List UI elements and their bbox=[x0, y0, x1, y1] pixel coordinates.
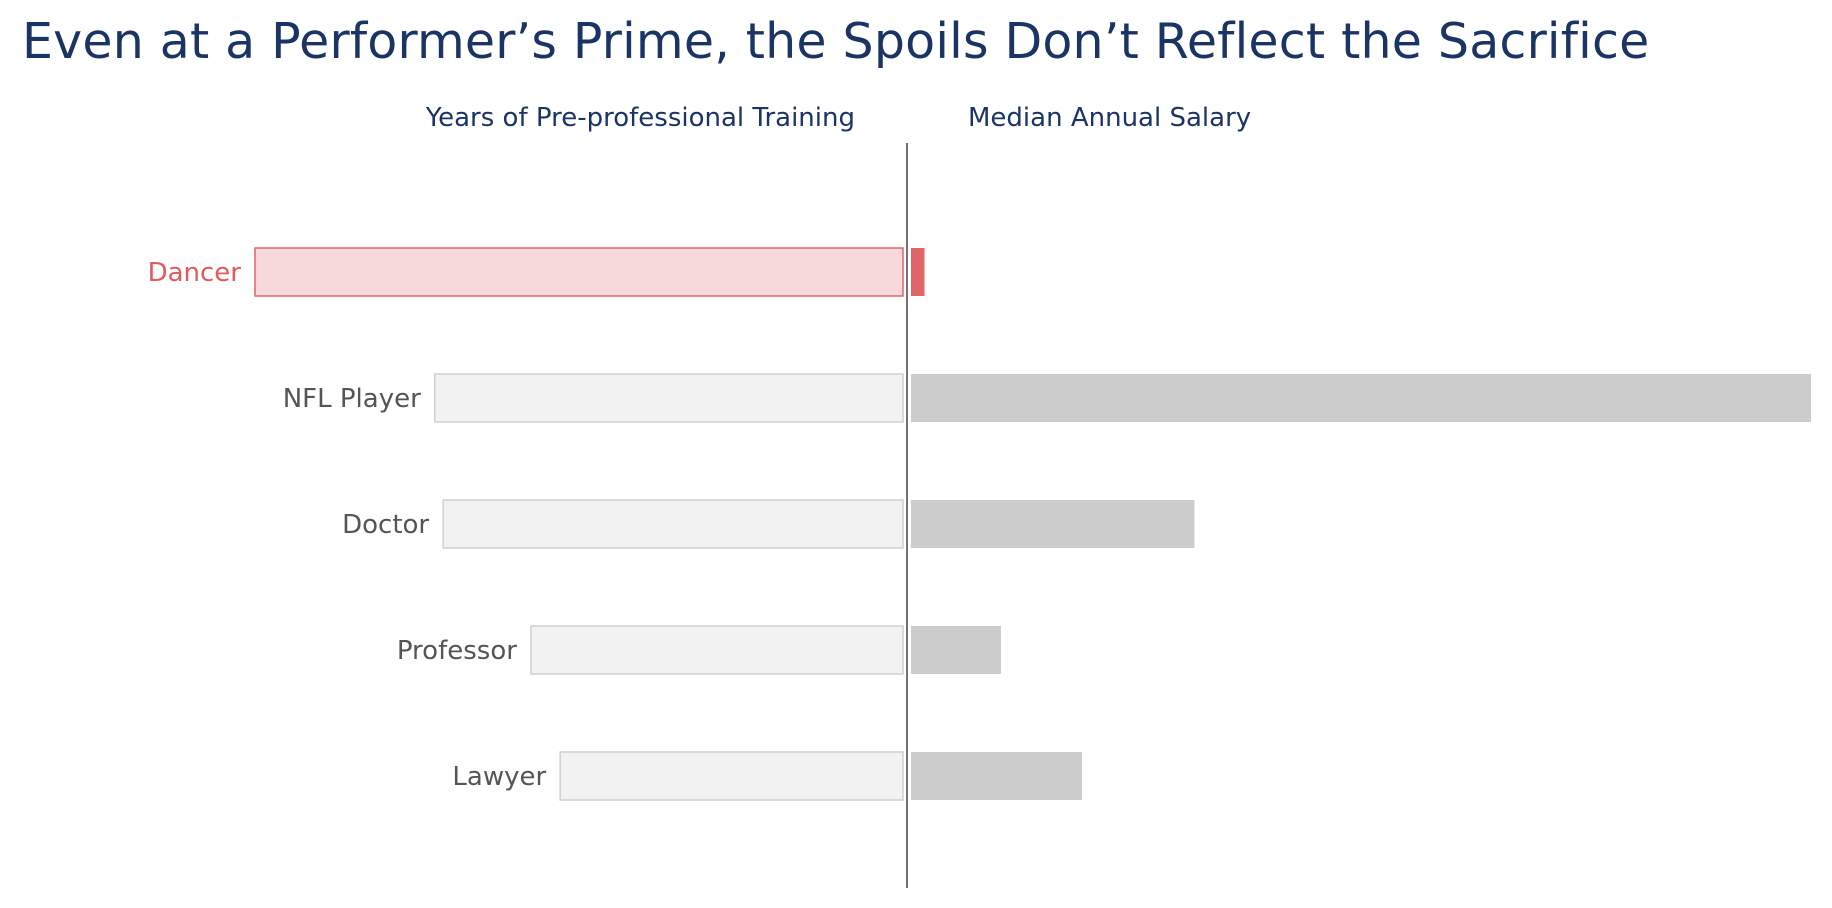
training-bar-professor bbox=[530, 625, 904, 675]
training-bar-dancer bbox=[254, 247, 904, 297]
salary-bar-doctor bbox=[911, 500, 1195, 548]
salary-bar-lawyer bbox=[911, 752, 1082, 800]
salary-bar-professor bbox=[911, 626, 1001, 674]
category-label-lawyer: Lawyer bbox=[452, 762, 546, 792]
page-title: Even at a Performer’s Prime, the Spoils … bbox=[22, 13, 1650, 70]
bars-group: Dancer NFL Player Doctor Professor Lawyer bbox=[148, 247, 1811, 801]
salary-bar-dancer bbox=[911, 248, 925, 296]
salary-bar-nfl-player bbox=[911, 374, 1811, 422]
right-axis-header: Median Annual Salary bbox=[968, 103, 1251, 133]
training-bar-nfl-player bbox=[434, 373, 904, 423]
category-label-professor: Professor bbox=[397, 636, 517, 666]
category-label-doctor: Doctor bbox=[342, 510, 429, 540]
training-bar-lawyer bbox=[559, 751, 904, 801]
training-bar-doctor bbox=[442, 499, 904, 549]
category-label-nfl-player: NFL Player bbox=[283, 384, 421, 414]
category-label-dancer: Dancer bbox=[148, 258, 242, 288]
left-axis-header: Years of Pre-professional Training bbox=[425, 103, 855, 133]
